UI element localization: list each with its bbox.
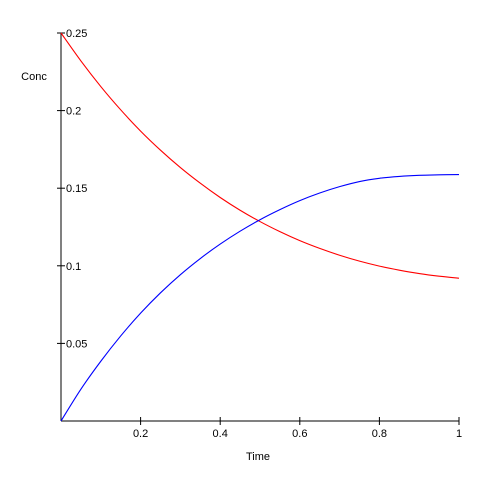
- y-tick-label: 0.1: [66, 261, 81, 273]
- series-line-2: [60, 173, 460, 422]
- x-tick-label: 1: [456, 428, 462, 440]
- x-tick-label: 0.2: [133, 428, 148, 440]
- x-tick-label: 0.6: [292, 428, 307, 440]
- x-tick-label: 0.4: [213, 428, 228, 440]
- series-lines: [60, 32, 460, 422]
- x-tick-label: 0.8: [372, 428, 387, 440]
- y-axis-ticks: 0.05 0.1 0.15 0.2 0.25: [57, 28, 87, 350]
- series-line-1: [60, 32, 460, 279]
- y-tick-label: 0.05: [66, 338, 87, 350]
- y-tick-label: 0.25: [66, 28, 87, 40]
- x-axis-ticks: 0.2 0.4 0.6 0.8 1: [133, 417, 462, 440]
- y-axis-label: Conc: [21, 71, 47, 83]
- x-axis-label: Time: [246, 451, 270, 463]
- y-tick-label: 0.2: [66, 106, 81, 118]
- y-tick-label: 0.15: [66, 183, 87, 195]
